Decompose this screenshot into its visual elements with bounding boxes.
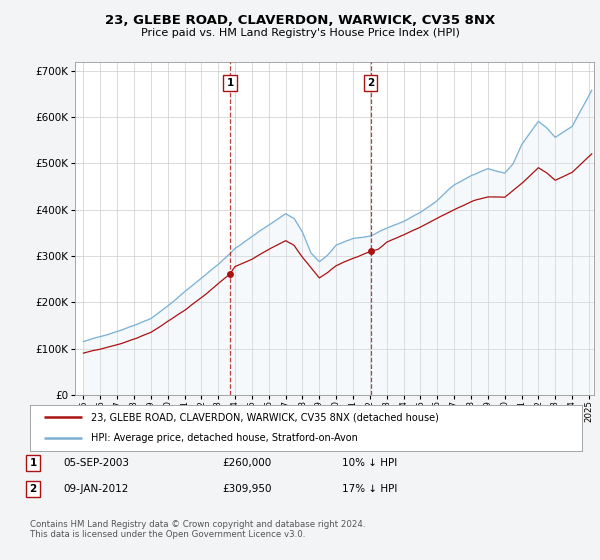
Text: HPI: Average price, detached house, Stratford-on-Avon: HPI: Average price, detached house, Stra… (91, 433, 358, 444)
Text: Price paid vs. HM Land Registry's House Price Index (HPI): Price paid vs. HM Land Registry's House … (140, 28, 460, 38)
Text: 17% ↓ HPI: 17% ↓ HPI (342, 484, 397, 494)
Text: £309,950: £309,950 (222, 484, 271, 494)
Text: 23, GLEBE ROAD, CLAVERDON, WARWICK, CV35 8NX: 23, GLEBE ROAD, CLAVERDON, WARWICK, CV35… (105, 14, 495, 27)
Text: 2: 2 (29, 484, 37, 494)
Text: 05-SEP-2003: 05-SEP-2003 (63, 458, 129, 468)
Text: 2: 2 (367, 78, 374, 88)
Text: £260,000: £260,000 (222, 458, 271, 468)
Text: 1: 1 (226, 78, 233, 88)
Text: 1: 1 (29, 458, 37, 468)
Text: Contains HM Land Registry data © Crown copyright and database right 2024.
This d: Contains HM Land Registry data © Crown c… (30, 520, 365, 539)
Text: 09-JAN-2012: 09-JAN-2012 (63, 484, 128, 494)
Text: 10% ↓ HPI: 10% ↓ HPI (342, 458, 397, 468)
Text: 23, GLEBE ROAD, CLAVERDON, WARWICK, CV35 8NX (detached house): 23, GLEBE ROAD, CLAVERDON, WARWICK, CV35… (91, 412, 439, 422)
